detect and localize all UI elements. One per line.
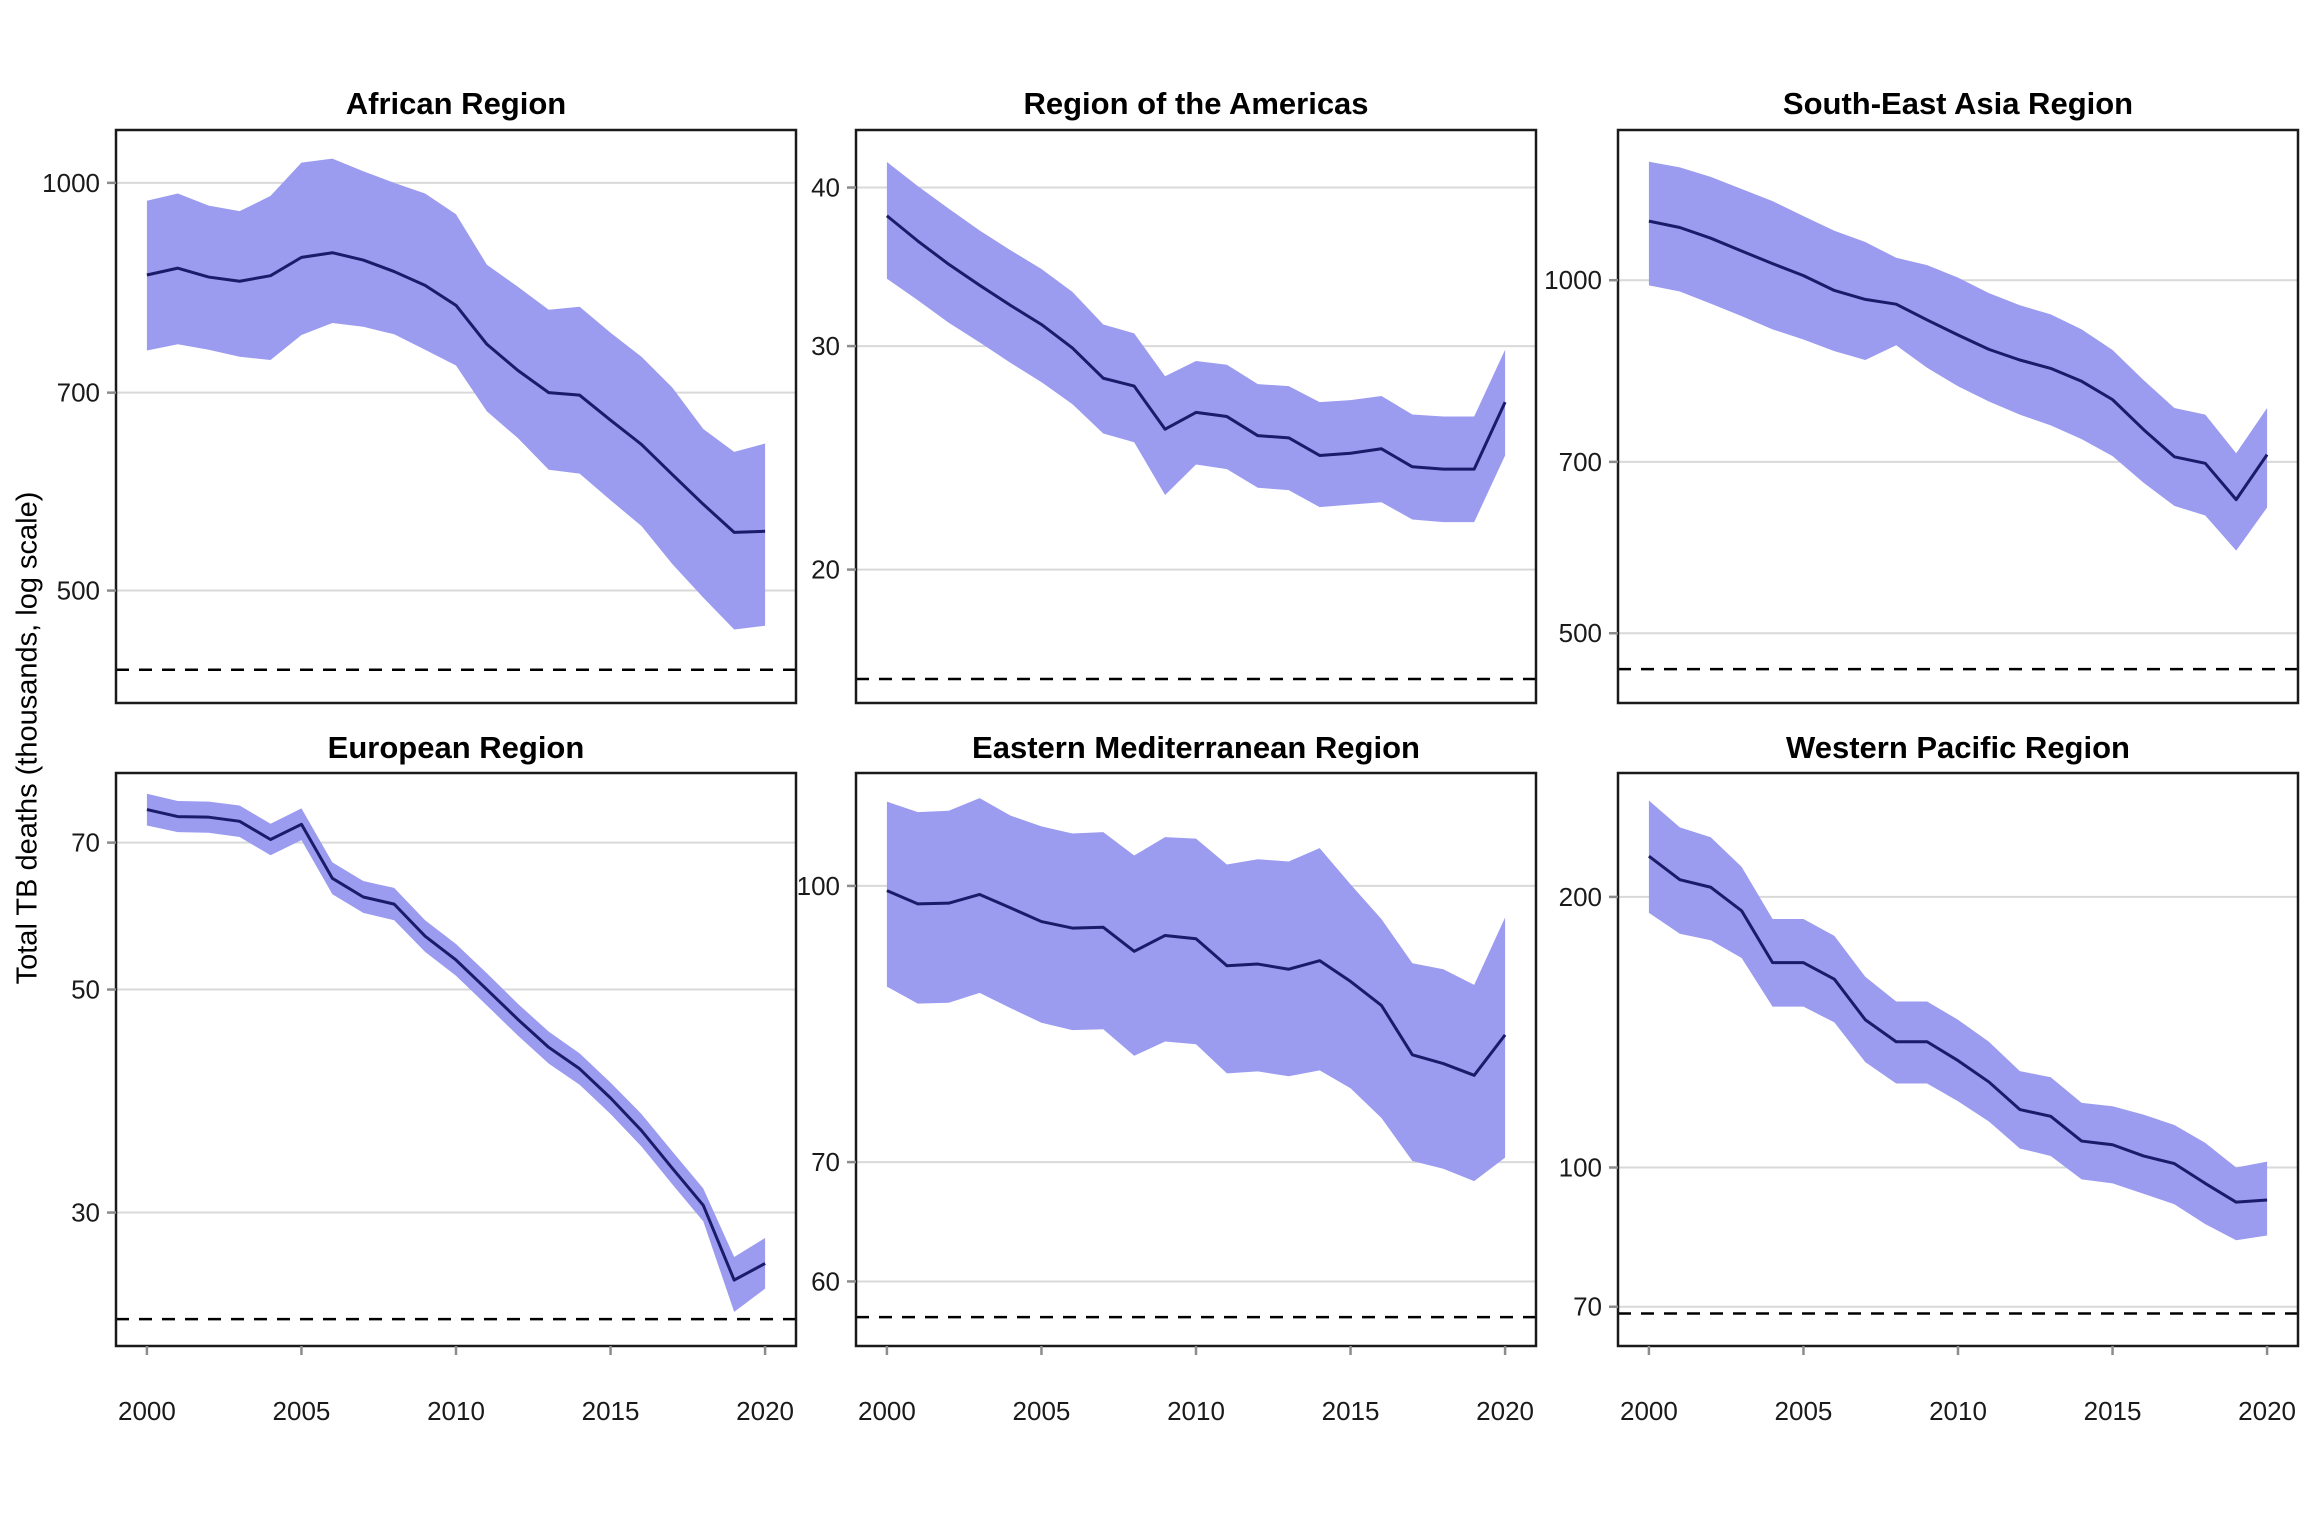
- best-estimate-line: [886, 889, 1507, 1077]
- x-tick-label-2010: 2010: [1929, 1396, 1987, 1426]
- panel-border: [114, 771, 798, 1348]
- uncertainty-ribbon: [886, 798, 1506, 1182]
- y-tick-label-1000: 1000: [42, 168, 100, 198]
- y-tick-label-700: 700: [1559, 447, 1602, 477]
- panel-title-south-east-asia: South-East Asia Region: [1782, 86, 2134, 121]
- y-tick-label-500: 500: [1559, 618, 1602, 648]
- uncertainty-ribbon: [146, 158, 766, 630]
- uncertainty-ribbon: [1648, 800, 2268, 1241]
- x-tick-label-2020: 2020: [1476, 1396, 1534, 1426]
- panel-region-of-the-americas: 40 30 20: [811, 128, 1538, 705]
- panel-title-eastern-mediterranean: Eastern Mediterranean Region: [972, 730, 1420, 765]
- panel-title-region-of-americas: Region of the Americas: [1023, 86, 1369, 121]
- uncertainty-ribbon: [886, 161, 1506, 523]
- y-tick-label-70: 70: [1573, 1292, 1602, 1322]
- panel-border: [854, 128, 1538, 705]
- x-tick-label-2000: 2000: [858, 1396, 916, 1426]
- x-tick-label-2020: 2020: [736, 1396, 794, 1426]
- panel-african-region: 1000 700 500: [42, 128, 798, 705]
- panel-south-east-asia-region: 1000 700 500: [1544, 128, 2300, 705]
- panel-title-western-pacific: Western Pacific Region: [1786, 730, 2130, 765]
- y-tick-label-30: 30: [811, 331, 840, 361]
- y-axis-label: Total TB deaths (thousands, log scale): [11, 491, 44, 985]
- panel-title-european-region: European Region: [327, 730, 585, 765]
- y-tick-label-1000: 1000: [1544, 265, 1602, 295]
- y-tick-label-100: 100: [1559, 1152, 1602, 1182]
- y-tick-label-500: 500: [57, 576, 100, 606]
- uncertainty-ribbon: [1648, 161, 2268, 551]
- y-tick-label-700: 700: [57, 378, 100, 408]
- best-estimate-line: [146, 808, 766, 1282]
- x-tick-label-2020: 2020: [2238, 1396, 2296, 1426]
- panel-title-african-region: African Region: [345, 86, 567, 121]
- best-estimate-line: [885, 214, 1507, 471]
- y-tick-label-100: 100: [797, 871, 840, 901]
- panel-border: [114, 128, 798, 705]
- panel-european-region: 70 50 30 2000 2005 2010 2015 2020: [71, 771, 798, 1426]
- x-tick-label-2005: 2005: [273, 1396, 331, 1426]
- x-tick-label-2005: 2005: [1013, 1396, 1071, 1426]
- x-tick-label-2015: 2015: [582, 1396, 640, 1426]
- panel-western-pacific-region: 200 100 70 2000 2005 2010 2015 2020: [1559, 771, 2300, 1426]
- y-tick-label-50: 50: [71, 975, 100, 1005]
- uncertainty-ribbon: [146, 793, 766, 1312]
- y-tick-label-20: 20: [811, 555, 840, 585]
- x-tick-label-2010: 2010: [427, 1396, 485, 1426]
- panel-eastern-mediterranean-region: 100 70 60 2000 2005 2010 2015 2020: [797, 771, 1538, 1426]
- y-tick-label-40: 40: [811, 173, 840, 203]
- x-tick-label-2015: 2015: [1322, 1396, 1380, 1426]
- y-tick-label-70: 70: [811, 1147, 840, 1177]
- x-tick-label-2015: 2015: [2084, 1396, 2142, 1426]
- x-tick-label-2000: 2000: [1620, 1396, 1678, 1426]
- y-tick-label-70: 70: [71, 828, 100, 858]
- panel-border: [1616, 128, 2300, 705]
- x-tick-label-2000: 2000: [118, 1396, 176, 1426]
- y-tick-label-200: 200: [1559, 882, 1602, 912]
- x-tick-label-2005: 2005: [1775, 1396, 1833, 1426]
- x-tick-label-2010: 2010: [1167, 1396, 1225, 1426]
- best-estimate-line: [146, 251, 766, 534]
- best-estimate-line: [1648, 219, 2269, 502]
- y-tick-label-60: 60: [811, 1266, 840, 1296]
- y-tick-label-30: 30: [71, 1198, 100, 1228]
- best-estimate-line: [1647, 854, 2268, 1204]
